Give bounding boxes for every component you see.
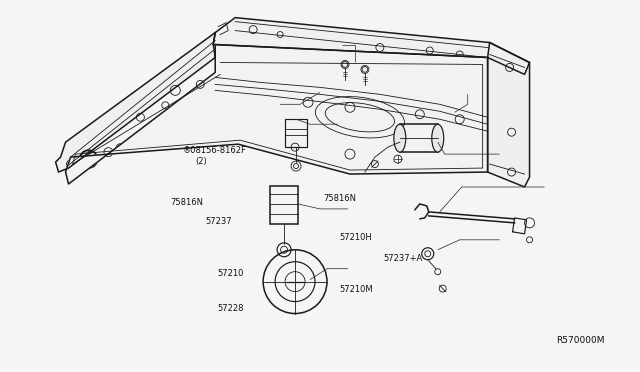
Ellipse shape — [432, 124, 444, 152]
Bar — [285, 119, 307, 147]
Bar — [270, 186, 298, 224]
Polygon shape — [213, 17, 529, 74]
Text: 57228: 57228 — [218, 304, 244, 313]
Text: 57210: 57210 — [218, 269, 244, 278]
Text: 75816N: 75816N — [323, 195, 356, 203]
Text: 57210H: 57210H — [339, 233, 372, 243]
Text: 57210M: 57210M — [339, 285, 372, 294]
Polygon shape — [65, 45, 488, 184]
Ellipse shape — [394, 124, 406, 152]
Bar — [400, 124, 438, 152]
Text: (2): (2) — [195, 157, 207, 166]
Polygon shape — [488, 42, 529, 187]
Text: 75816N: 75816N — [170, 198, 203, 207]
Text: 57237+A: 57237+A — [384, 254, 423, 263]
Text: R570000M: R570000M — [556, 336, 605, 346]
Text: 57237: 57237 — [205, 217, 232, 226]
Polygon shape — [56, 33, 215, 172]
Text: ®08156-8162F: ®08156-8162F — [182, 146, 246, 155]
